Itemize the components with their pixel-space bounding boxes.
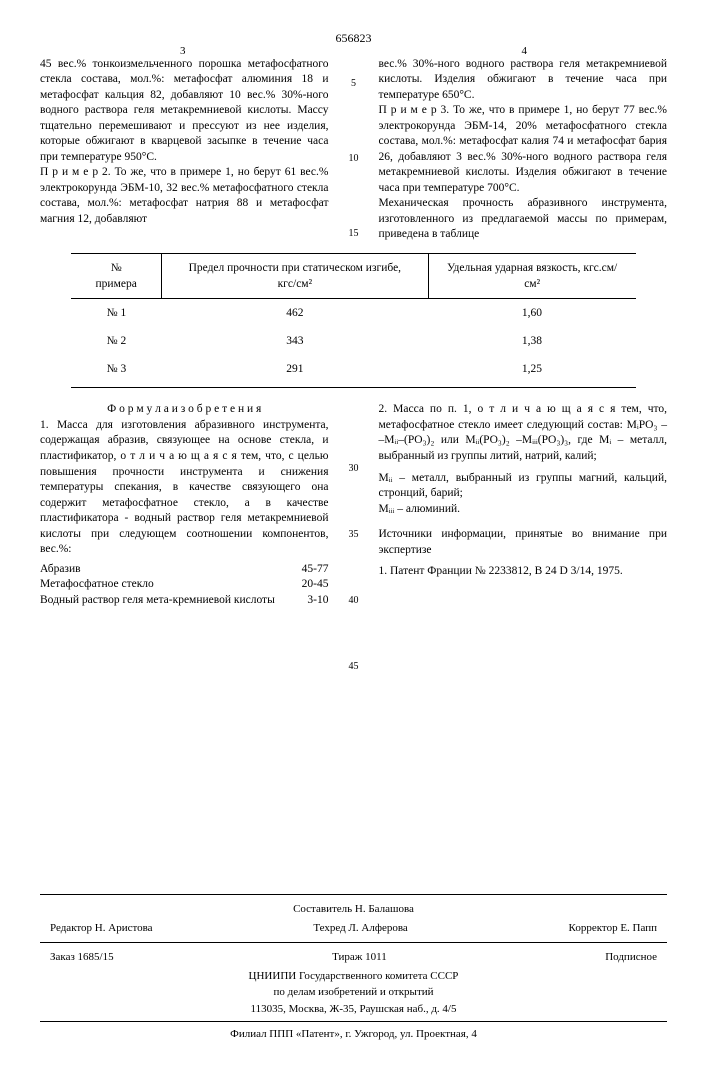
col-number-left: 3 [180,44,186,59]
circulation: Тираж 1011 [332,949,387,966]
formula-title: Ф о р м у л а и з о б р е т е н и я [40,402,329,418]
table-row: № 3 291 1,25 [71,355,635,388]
org-line-1: ЦНИИПИ Государственного комитета СССР [40,968,667,985]
component-name: Метафосфатное стекло [40,577,154,593]
sources-title: Источники информации, принятые во вниман… [379,527,668,558]
line-marker: 15 [349,227,359,241]
claim-1: 1. Масса для изготовления абразивного ин… [40,418,329,558]
right-column: вес.% 30%-ного водного раствора геля мет… [379,57,668,243]
left-column-lower: Ф о р м у л а и з о б р е т е н и я 1. М… [40,402,329,674]
component-val: 3-10 [307,593,328,609]
left-text-ex2: П р и м е р 2. То же, что в примере 1, н… [40,166,329,225]
footer-divider [40,1021,667,1022]
line-markers-upper: 5 10 15 [347,57,361,243]
compiler: Составитель Н. Балашова [40,901,667,918]
source-1: 1. Патент Франции № 2233812, В 24 D 3/14… [379,564,668,580]
line-marker: 30 [349,462,359,476]
table-cell: № 3 [71,355,161,388]
line-marker: 10 [349,152,359,166]
left-text-1: 45 вес.% тонкоизмельченного порошка мета… [40,58,329,163]
table-cell: 343 [162,327,429,355]
document-number: 656823 [40,30,667,47]
tech-editor: Техред Л. Алферова [313,920,407,937]
claim-2c: Mᵢᵢᵢ – алюминий. [379,502,668,518]
line-markers-lower: 30 35 40 45 [347,402,361,674]
editor: Редактор Н. Аристова [50,920,153,937]
line-marker: 35 [349,528,359,542]
component-row: Метафосфатное стекло 20-45 [40,577,329,593]
org-line-2: по делам изобретений и открытий [40,984,667,1001]
editor-row: Редактор Н. Аристова Техред Л. Алферова … [40,918,667,939]
component-name: Абразив [40,562,81,578]
table-header: Удельная ударная вязкость, кгс.см/см² [428,253,636,298]
line-marker: 5 [351,77,356,91]
page-header: 656823 3 4 [40,30,667,47]
corrector: Корректор Е. Папп [569,920,657,937]
claim-2: 2. Масса по п. 1, о т л и ч а ю щ а я с … [379,402,668,464]
table-cell: № 1 [71,299,161,328]
table-cell: 291 [162,355,429,388]
table-cell: 462 [162,299,429,328]
table-header-row: № примера Предел прочности при статическ… [71,253,635,298]
table-cell: № 2 [71,327,161,355]
order-number: Заказ 1685/15 [50,949,114,966]
footer-block: Составитель Н. Балашова Редактор Н. Арис… [40,894,667,1043]
table-cell: 1,25 [428,355,636,388]
table-row: № 2 343 1,38 [71,327,635,355]
components-list: Абразив 45-77 Метафосфатное стекло 20-45… [40,562,329,609]
col-number-right: 4 [522,44,528,59]
results-table: № примера Предел прочности при статическ… [71,253,635,388]
lower-columns: Ф о р м у л а и з о б р е т е н и я 1. М… [40,402,667,674]
right-text-1: вес.% 30%-ного водного раствора геля мет… [379,58,668,101]
subscription: Подписное [605,949,657,966]
right-text-ex3: П р и м е р 3. То же, что в примере 1, н… [379,104,668,194]
component-row: Водный раствор геля мета-кремниевой кисл… [40,593,329,609]
footer-divider [40,942,667,943]
branch: Филиал ППП «Патент», г. Ужгород, ул. Про… [40,1026,667,1043]
component-val: 45-77 [302,562,329,578]
table-cell: 1,38 [428,327,636,355]
table-cell: 1,60 [428,299,636,328]
component-name: Водный раствор геля мета-кремниевой кисл… [40,593,275,609]
table-header: № примера [71,253,161,298]
table-row: № 1 462 1,60 [71,299,635,328]
address: 113035, Москва, Ж-35, Раушская наб., д. … [40,1001,667,1018]
table-header: Предел прочности при статическом изгибе,… [162,253,429,298]
claim-2b: Mᵢᵢ – металл, выбранный из группы магний… [379,471,668,502]
order-row: Заказ 1685/15 Тираж 1011 Подписное [40,947,667,968]
line-marker: 45 [349,660,359,674]
right-text-mech: Механическая прочность абразивного инстр… [379,197,668,240]
component-row: Абразив 45-77 [40,562,329,578]
component-val: 20-45 [302,577,329,593]
line-marker: 40 [349,594,359,608]
right-column-lower: 2. Масса по п. 1, о т л и ч а ю щ а я с … [379,402,668,674]
left-column: 45 вес.% тонкоизмельченного порошка мета… [40,57,329,243]
upper-columns: 45 вес.% тонкоизмельченного порошка мета… [40,57,667,243]
